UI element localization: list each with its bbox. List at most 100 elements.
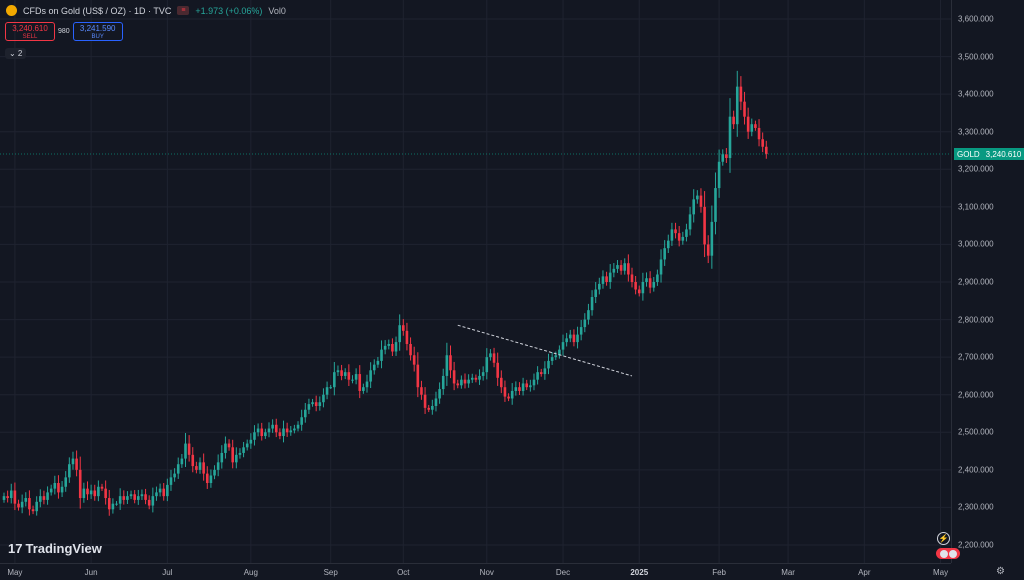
candle-body (176, 464, 180, 474)
candle-body (532, 379, 536, 386)
indicators-toggle-button[interactable]: ⌄ 2 (5, 48, 27, 59)
price-tick-label: 2,800.000 (958, 315, 994, 325)
candle-body (743, 101, 746, 117)
candle-body (202, 462, 205, 474)
price-tick-label: 3,500.000 (958, 52, 994, 62)
candle-body (710, 221, 714, 256)
candle-body (434, 398, 438, 406)
candle-body (372, 364, 376, 371)
candle-body (518, 387, 521, 391)
candle-body (253, 432, 256, 440)
candle-body (619, 265, 623, 271)
candle-body (340, 370, 343, 376)
price-tick-label: 2,900.000 (958, 277, 994, 287)
candle-body (409, 343, 412, 356)
candle-body (314, 402, 318, 406)
candle-body (380, 349, 383, 361)
time-tick-label: Sep (323, 568, 338, 577)
settings-gear-icon[interactable]: ⚙ (996, 566, 1005, 577)
candle-body (725, 154, 728, 159)
candle-body (2, 496, 6, 500)
time-tick-label: May (932, 568, 949, 577)
candle-body (583, 319, 587, 328)
time-tick-label: Dec (555, 568, 571, 577)
candle-body (543, 368, 547, 375)
candle-body (144, 494, 147, 500)
buy-button[interactable]: 3,241.590 BUY (72, 22, 123, 41)
candle-body (78, 469, 82, 499)
candle-body (166, 484, 169, 497)
candle-body (561, 342, 565, 350)
candle-body (343, 372, 347, 376)
candle-body (256, 428, 260, 433)
candle-body (681, 236, 685, 241)
candle-body (71, 458, 75, 465)
symbol-legend: CFDs on Gold (US$ / OZ) · 1D · TVC ≡ +1.… (6, 5, 286, 16)
price-axis[interactable]: 3,600.000 3,500.000 3,400.000 3,300.000 3,20… (951, 0, 1024, 563)
candle-body (151, 496, 155, 506)
candle-body (685, 229, 688, 237)
candlestick-chart[interactable] (0, 0, 951, 563)
candle-body (322, 394, 325, 403)
tradingview-logo[interactable]: 17 TradingView (8, 541, 102, 556)
candle-body (645, 278, 648, 282)
candle-body (663, 248, 666, 260)
candle-body (303, 409, 307, 418)
candle-body (195, 466, 198, 470)
candle-body (641, 282, 645, 294)
candle-body (732, 116, 735, 125)
candle-body (608, 272, 612, 282)
price-tag-symbol: GOLD (957, 149, 980, 159)
candle-body (496, 362, 499, 378)
time-axis[interactable]: May Jun Jul Aug Sep Oct Nov Dec 2025 Feb Mar Apr May (0, 563, 951, 580)
candle-body (31, 509, 35, 512)
candle-body (278, 432, 282, 437)
candle-body (100, 486, 104, 489)
candle-body (536, 372, 539, 380)
candle-body (187, 443, 191, 455)
candle-body (427, 407, 431, 410)
candle-body (757, 127, 761, 140)
candle-body (300, 417, 303, 425)
candle-body (104, 488, 107, 499)
candle-body (86, 488, 89, 495)
time-tick-label: Nov (479, 568, 494, 577)
candle-body (53, 483, 57, 489)
buy-label: BUY (91, 34, 104, 40)
candle-body (510, 390, 514, 399)
candle-body (514, 387, 518, 391)
candle-body (612, 268, 616, 273)
candle-body (460, 379, 463, 386)
trade-panel: 3,240.610 SELL 980 3,241.590 BUY (5, 22, 123, 41)
candle-body (216, 462, 220, 470)
symbol-title[interactable]: CFDs on Gold (US$ / OZ) · 1D · TVC (23, 5, 172, 16)
buy-price: 3,241.590 (79, 24, 116, 33)
price-tick-label: 3,300.000 (958, 127, 994, 137)
chart-area[interactable] (0, 0, 951, 563)
events-flag-icon[interactable] (936, 548, 960, 559)
sell-button[interactable]: 3,240.610 SELL (5, 22, 55, 41)
price-tick-label: 2,400.000 (958, 465, 994, 475)
price-tick-label: 2,300.000 (958, 502, 994, 512)
candle-body (539, 372, 543, 375)
candle-body (692, 199, 695, 215)
candle-body (162, 488, 166, 497)
candle-body (60, 486, 64, 493)
candle-body (198, 462, 202, 470)
candle-body (173, 473, 176, 478)
candle-body (220, 452, 224, 463)
candle-body (267, 428, 271, 433)
candle-body (431, 405, 434, 410)
candle-body (398, 325, 401, 343)
candle-body (180, 458, 184, 465)
candle-body (750, 124, 754, 132)
candle-body (68, 464, 71, 478)
price-tick-label: 2,500.000 (958, 427, 994, 437)
time-tick-label: Jul (162, 568, 173, 577)
interval-menu-icon[interactable]: ≡ (177, 6, 190, 15)
candle-body (402, 325, 405, 331)
time-tick-label: May (7, 568, 23, 577)
candle-body (405, 330, 409, 344)
candle-body (416, 364, 420, 388)
flash-icon[interactable]: ⚡ (937, 532, 950, 545)
